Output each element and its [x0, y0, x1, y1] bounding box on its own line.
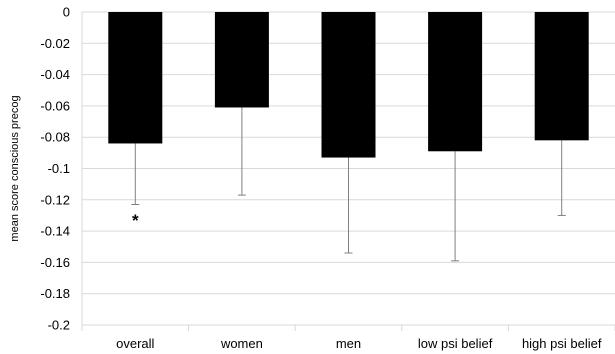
- y-axis-title: mean score conscious precog: [9, 95, 21, 241]
- bar: [321, 12, 376, 158]
- bar: [428, 12, 483, 152]
- x-category-label: overall: [116, 336, 154, 351]
- y-tick-label: -0.12: [40, 192, 70, 207]
- y-tick-label: 0: [63, 5, 70, 20]
- y-tick-label: -0.1: [48, 161, 70, 176]
- y-tick-label: -0.2: [48, 318, 70, 333]
- bar: [534, 12, 589, 141]
- error-bars: [131, 107, 566, 262]
- x-category-labels: overall women men low psi belief high psi be…: [116, 336, 602, 351]
- x-category-label: high psi belief: [522, 336, 602, 351]
- y-tick-label: -0.18: [40, 286, 70, 301]
- x-category-label: women: [220, 336, 263, 351]
- bar: [108, 12, 163, 144]
- y-tick-label: -0.02: [40, 36, 70, 51]
- y-tick-label: -0.06: [40, 98, 70, 113]
- x-category-label: low psi belief: [418, 336, 493, 351]
- significance-marker: *: [132, 211, 139, 230]
- y-tick-label: -0.04: [40, 67, 70, 82]
- y-tick-label: -0.14: [40, 224, 70, 239]
- bar: [214, 12, 269, 108]
- y-tick-labels: 0 -0.02 -0.04 -0.06 -0.08 -0.1 -0.12 -0.14 -0.16…: [40, 5, 70, 333]
- bars: [108, 12, 589, 158]
- y-tick-label: -0.08: [40, 130, 70, 145]
- y-tick-label: -0.16: [40, 255, 70, 270]
- annotations: *: [132, 211, 139, 230]
- x-category-dividers: [81, 325, 615, 331]
- x-category-label: men: [336, 336, 361, 351]
